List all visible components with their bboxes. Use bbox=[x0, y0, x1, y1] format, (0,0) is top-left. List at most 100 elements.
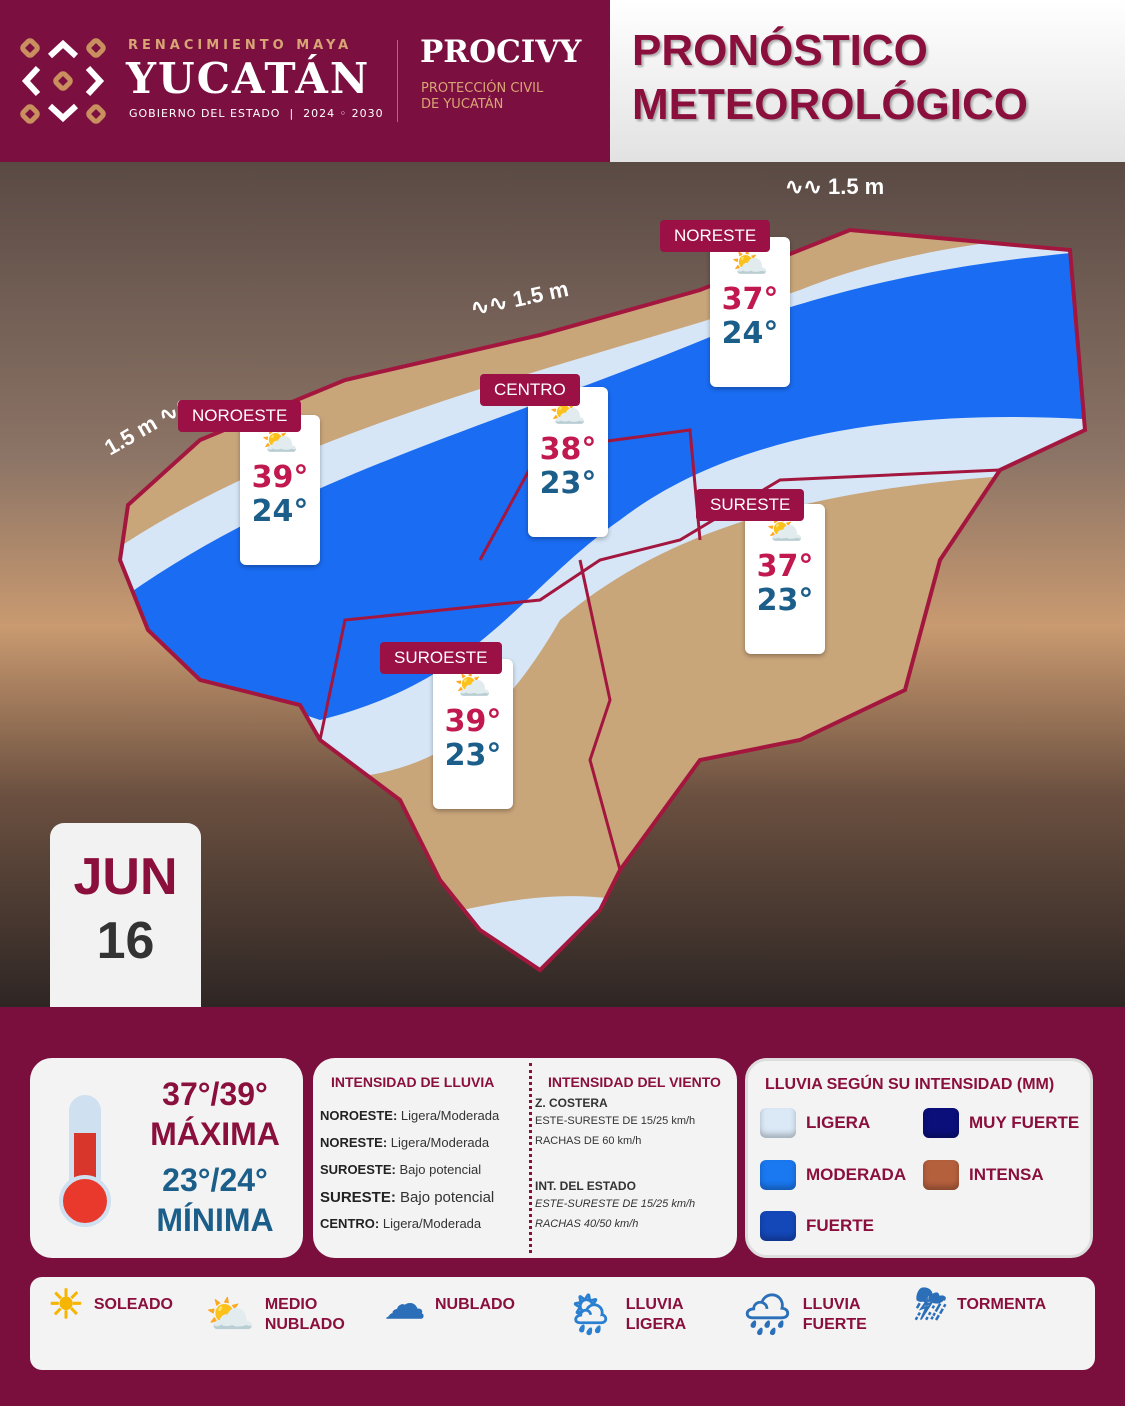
max-temp: 39° bbox=[444, 704, 502, 739]
rain-region: SURESTE: bbox=[320, 1189, 396, 1206]
logo-tagline: RENACIMIENTO MAYA bbox=[128, 38, 353, 53]
max-temp: 37° bbox=[756, 549, 814, 584]
region-card-suroeste: ⛅ 39° 23° bbox=[433, 659, 513, 809]
agency-sub-1: PROTECCIÓN CIVIL bbox=[421, 81, 544, 96]
swatch-ligera bbox=[760, 1108, 796, 1138]
legend-label: LIGERA bbox=[806, 1113, 871, 1132]
moderate-rain-area bbox=[120, 250, 1085, 720]
wind-coast-title: Z. COSTERA bbox=[535, 1096, 608, 1110]
header-brand: RENACIMIENTO MAYA YUCATÁN GOBIERNO DEL E… bbox=[0, 0, 610, 162]
region-label: CENTRO bbox=[480, 374, 580, 406]
wind-interior-direction: ESTE-SURESTE DE 15/25 km/h bbox=[535, 1198, 696, 1210]
date-month: JUN bbox=[73, 848, 178, 906]
legend-item: FUERTE bbox=[760, 1211, 874, 1241]
heavy-rain-icon: 🌧 bbox=[742, 1293, 793, 1337]
min-temp: 23° bbox=[756, 583, 814, 618]
rain-row: NOROESTE: Ligera/Moderada bbox=[320, 1108, 499, 1123]
region-card-centro: ⛅ 38° 23° bbox=[528, 387, 608, 537]
rain-value: Ligera/Moderada bbox=[400, 1108, 500, 1123]
rain-region: CENTRO: bbox=[320, 1216, 380, 1231]
rain-wind-panel: INTENSIDAD DE LLUVIA NOROESTE: Ligera/Mo… bbox=[313, 1058, 737, 1258]
forecast-map: ∿∿ 1.5 m ∿∿ 1.5 m 1.5 m ∿∿ ⛅ 39° 24° NOROE… bbox=[0, 162, 1125, 1007]
rain-value: Bajo potencial bbox=[400, 1189, 495, 1206]
partly-cloudy-icon: ⛅ bbox=[205, 1293, 255, 1337]
title-area: PRONÓSTICO METEOROLÓGICO bbox=[610, 0, 1125, 162]
min-temp: 23° bbox=[444, 738, 502, 773]
swatch-fuerte bbox=[760, 1211, 796, 1241]
wave-value: 1.5 m bbox=[827, 174, 885, 199]
rain-title: INTENSIDAD DE LLUVIA bbox=[331, 1074, 495, 1090]
legend-label: MUY FUERTE bbox=[969, 1113, 1080, 1132]
region-border bbox=[578, 559, 622, 871]
condition-item: 🌦 LLUVIA LIGERA bbox=[565, 1295, 705, 1335]
legend-label: INTENSA bbox=[969, 1165, 1044, 1184]
legend-title: LLUVIA SEGÚN SU INTENSIDAD (MM) bbox=[765, 1076, 1055, 1093]
agency-subtitle: PROTECCIÓN CIVIL DE YUCATÁN bbox=[421, 81, 543, 113]
max-temp: 37° bbox=[721, 282, 779, 317]
rain-row: SUROESTE: Bajo potencial bbox=[320, 1162, 481, 1177]
condition-label: NUBLADO bbox=[435, 1296, 515, 1313]
min-temp: 24° bbox=[251, 494, 309, 529]
region-label: SUROESTE bbox=[380, 642, 502, 674]
min-temp: 23° bbox=[539, 466, 597, 501]
title-line-1: PRONÓSTICO bbox=[632, 26, 928, 75]
min-label: MÍNIMA bbox=[156, 1202, 274, 1238]
region-label: NOROESTE bbox=[178, 400, 302, 432]
rain-value: Ligera/Moderada bbox=[382, 1216, 482, 1231]
region-border bbox=[478, 428, 702, 561]
legend-label: FUERTE bbox=[806, 1216, 874, 1235]
wind-interior-title: INT. DEL ESTADO bbox=[535, 1179, 636, 1193]
region-card-noroeste: ⛅ 39° 24° bbox=[240, 415, 320, 565]
rain-value: Bajo potencial bbox=[399, 1162, 482, 1177]
legend-item: MUY FUERTE bbox=[923, 1108, 1079, 1138]
cloud-icon: ☁ bbox=[385, 1283, 425, 1327]
rain-region: NOROESTE: bbox=[320, 1108, 398, 1123]
wave-height-ne: ∿∿ 1.5 m bbox=[785, 174, 885, 199]
condition-item: ⛅ MEDIO NUBLADO bbox=[205, 1295, 375, 1335]
agency-sub-2: DE YUCATÁN bbox=[421, 97, 504, 112]
gov-label: GOBIERNO DEL ESTADO bbox=[129, 107, 281, 120]
legend-label: MODERADA bbox=[806, 1165, 907, 1184]
rain-region: NORESTE: bbox=[320, 1135, 388, 1150]
legend-item: INTENSA bbox=[923, 1160, 1044, 1190]
region-card-sureste: ⛅ 37° 23° bbox=[745, 504, 825, 654]
wind-coast-direction: ESTE-SURESTE DE 15/25 km/h bbox=[535, 1115, 696, 1127]
condition-label: MEDIO NUBLADO bbox=[264, 1296, 345, 1333]
region-card-noreste: ⛅ 37° 24° bbox=[710, 237, 790, 387]
condition-label: LLUVIA LIGERA bbox=[625, 1296, 687, 1333]
logo-subtitle: GOBIERNO DEL ESTADO | 2024 ◦ 2030 bbox=[129, 107, 384, 120]
condition-item: 🌧 LLUVIA FUERTE bbox=[742, 1295, 882, 1335]
swatch-intensa bbox=[923, 1160, 959, 1190]
title-line-2: METEOROLÓGICO bbox=[632, 80, 1028, 129]
condition-label: TORMENTA bbox=[957, 1296, 1047, 1313]
divider bbox=[397, 40, 398, 122]
max-temp-range: 37°/39° bbox=[162, 1076, 268, 1112]
rain-legend: LLUVIA SEGÚN SU INTENSIDAD (MM) LIGERA M… bbox=[745, 1058, 1093, 1258]
rain-value: Ligera/Moderada bbox=[390, 1135, 490, 1150]
gov-years: 2024 ◦ 2030 bbox=[303, 107, 384, 120]
legend-item: MODERADA bbox=[760, 1160, 906, 1190]
sun-icon: ☀ bbox=[48, 1283, 84, 1327]
region-border bbox=[318, 468, 1001, 741]
max-temp: 38° bbox=[539, 432, 597, 467]
condition-item: ☁ NUBLADO bbox=[385, 1283, 515, 1327]
condition-item: ☀ SOLEADO bbox=[48, 1283, 173, 1327]
temperature-summary: 37°/39° MÁXIMA 23°/24° MÍNIMA bbox=[30, 1058, 303, 1258]
wind-coast-gusts: RACHAS DE 60 km/h bbox=[535, 1135, 642, 1147]
agency-name: PROCIVY bbox=[420, 34, 582, 70]
rain-row: CENTRO: Ligera/Moderada bbox=[320, 1216, 481, 1231]
max-label: MÁXIMA bbox=[150, 1116, 280, 1152]
date-card: JUN 16 bbox=[50, 823, 201, 1007]
region-label: SURESTE bbox=[696, 489, 805, 521]
conditions-legend: ☀ SOLEADO ⛅ MEDIO NUBLADO ☁ NUBLADO 🌦 LLUVIA… bbox=[30, 1277, 1095, 1370]
logo-wordmark: YUCATÁN bbox=[126, 54, 371, 103]
legend-item: LIGERA bbox=[760, 1108, 870, 1138]
rain-row: SURESTE: Bajo potencial bbox=[320, 1189, 494, 1206]
divider bbox=[529, 1063, 532, 1253]
region-label: NORESTE bbox=[660, 220, 771, 252]
date-day: 16 bbox=[96, 912, 155, 970]
condition-label: LLUVIA FUERTE bbox=[802, 1296, 867, 1333]
condition-item: ⛈ TORMENTA bbox=[915, 1283, 1047, 1327]
storm-icon: ⛈ bbox=[915, 1283, 947, 1327]
swatch-moderada bbox=[760, 1160, 796, 1190]
